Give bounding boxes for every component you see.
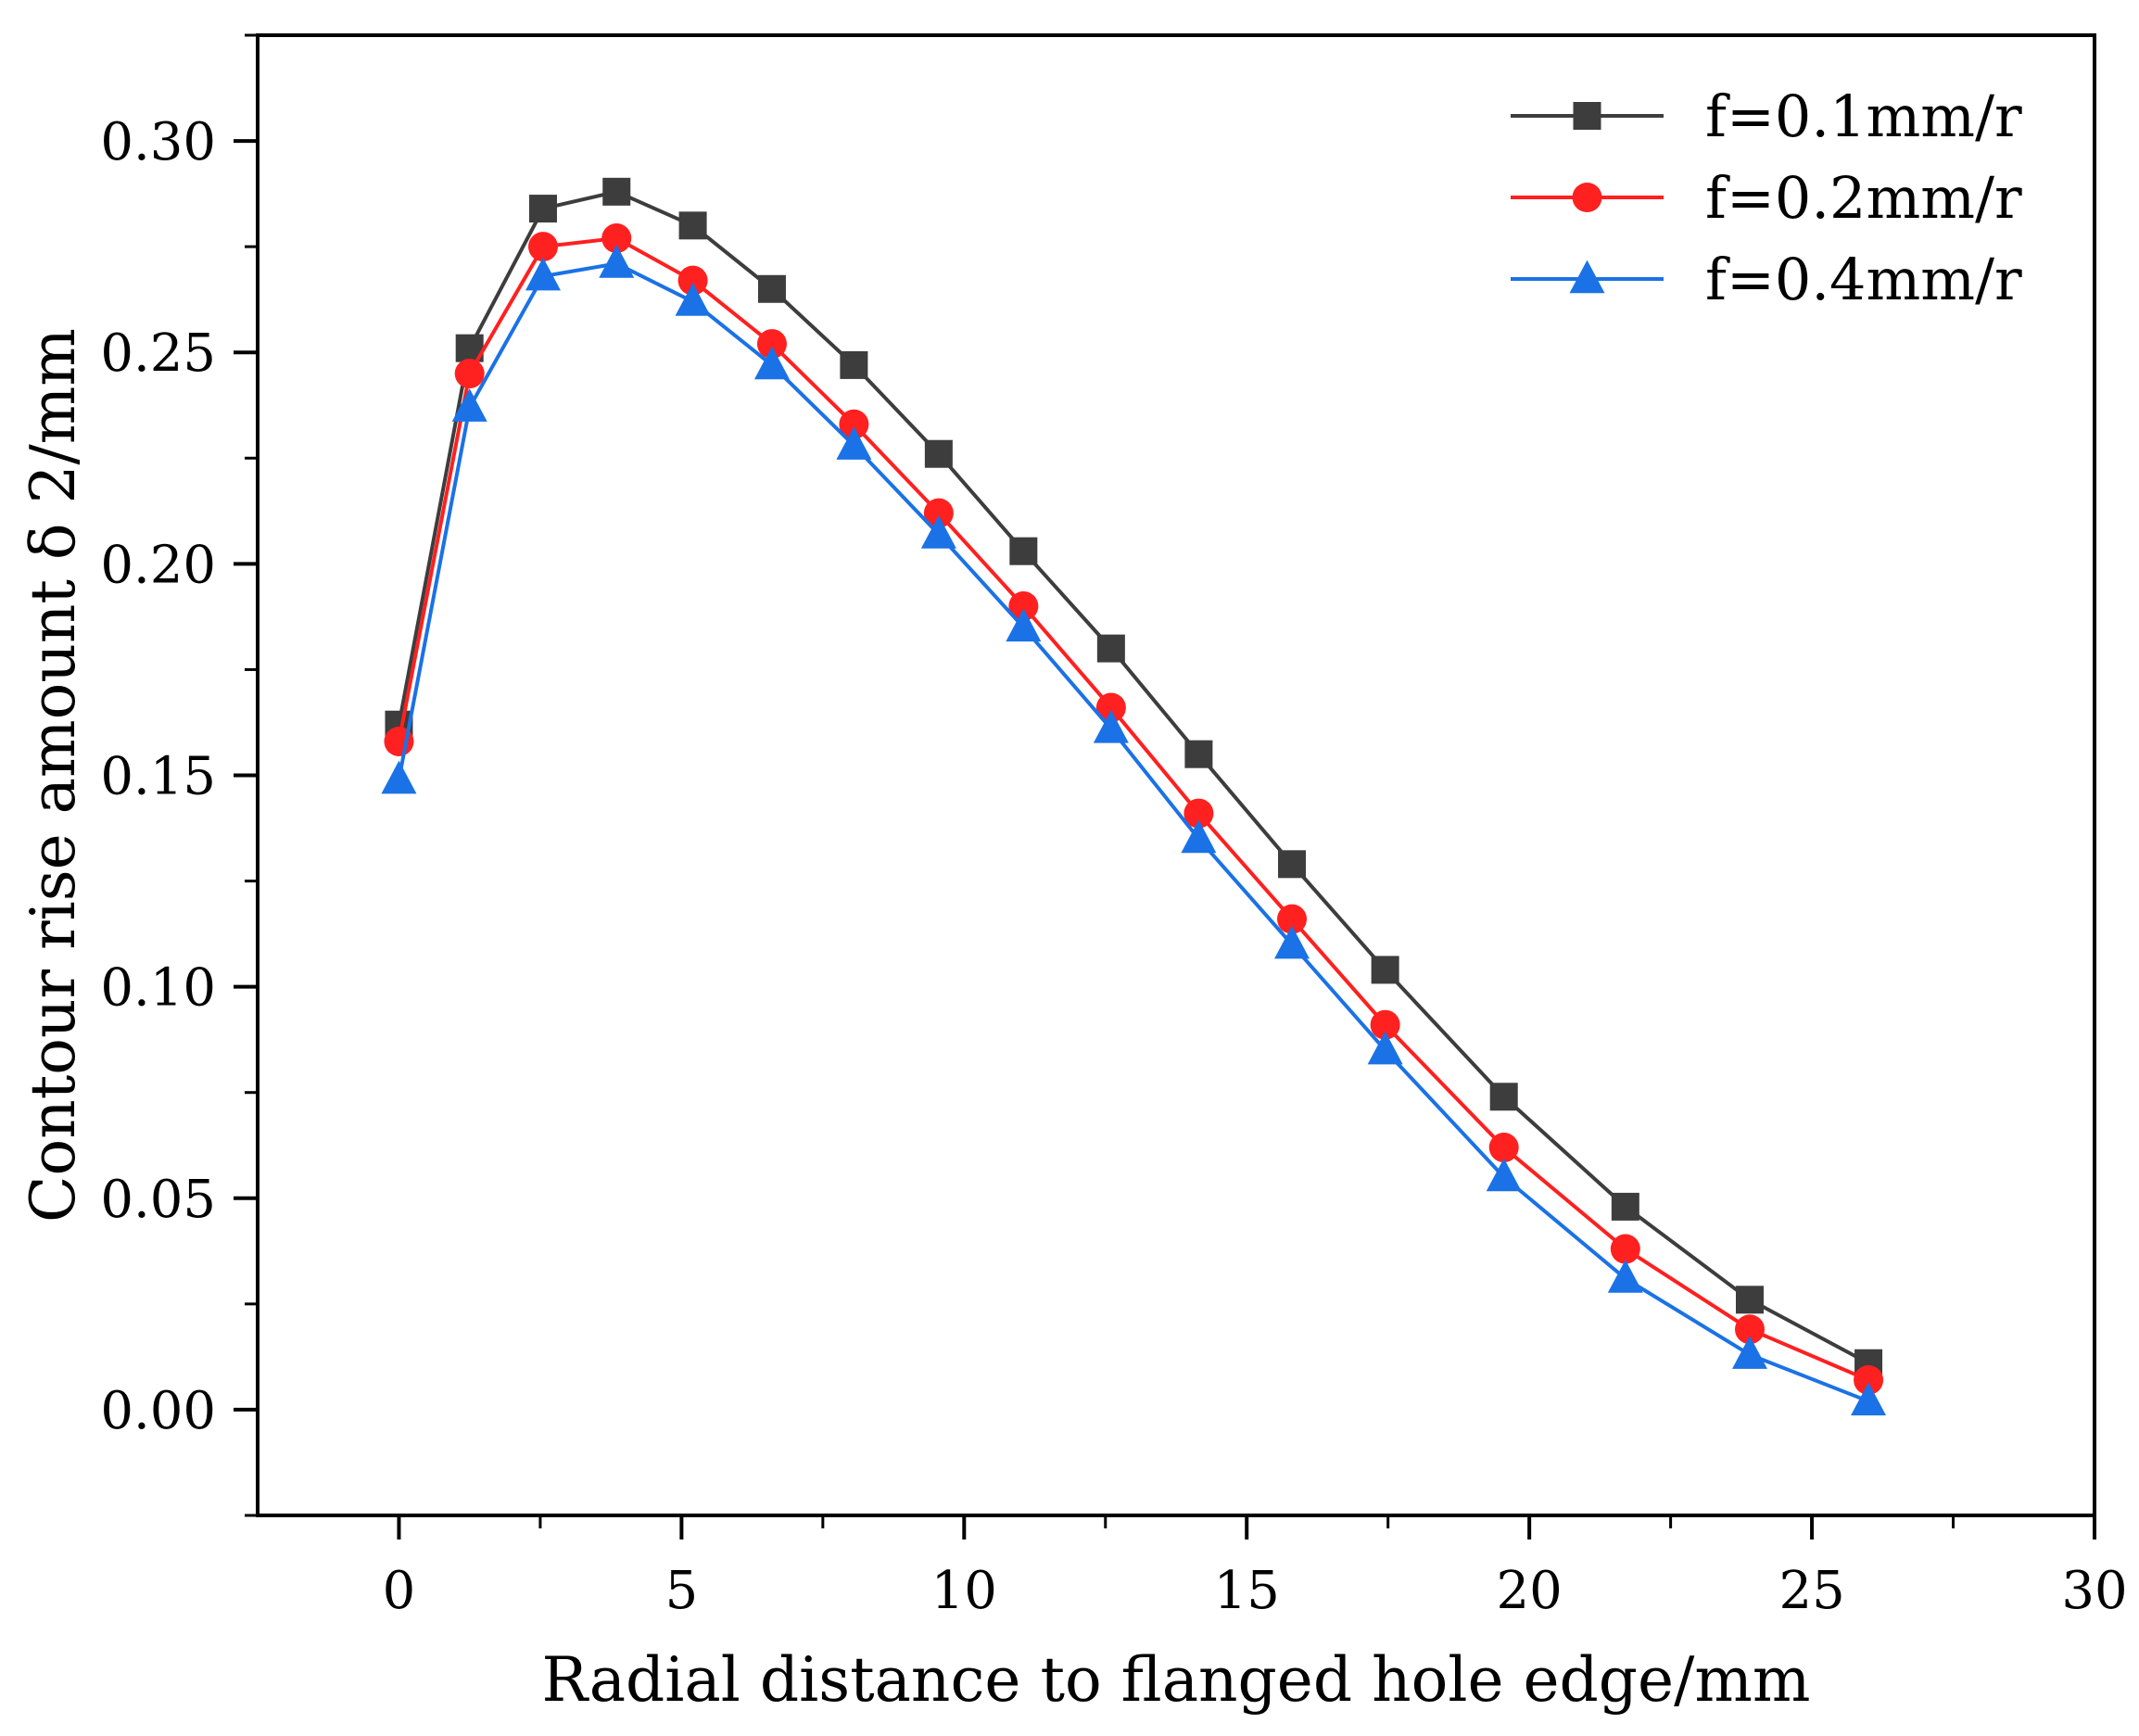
data-point xyxy=(1006,608,1042,642)
x-tick-label: 15 xyxy=(1214,1561,1280,1621)
data-point xyxy=(1184,740,1213,768)
legend-item: f=0.4mm/r xyxy=(1511,246,2022,313)
data-point xyxy=(527,232,558,262)
y-tick-label: 0.15 xyxy=(100,747,216,807)
data-point xyxy=(381,760,417,794)
legend-label: f=0.4mm/r xyxy=(1705,246,2022,313)
data-point xyxy=(1486,1158,1522,1192)
y-tick-label: 0.05 xyxy=(100,1170,216,1230)
x-tick-label: 10 xyxy=(931,1561,997,1621)
data-point xyxy=(920,515,956,549)
data-point xyxy=(757,274,786,303)
x-tick-label: 5 xyxy=(665,1561,699,1621)
data-point xyxy=(1851,1382,1887,1416)
data-point xyxy=(1009,537,1038,565)
data-point xyxy=(454,359,485,389)
data-point xyxy=(1274,925,1310,959)
data-point xyxy=(1489,1083,1518,1111)
data-point xyxy=(451,388,487,422)
data-point xyxy=(1607,1260,1643,1293)
series-1 xyxy=(385,177,1883,1377)
x-axis-title: Radial distance to flanged hole edge/mm xyxy=(541,1644,1810,1716)
series-group xyxy=(381,177,1887,1416)
series-3 xyxy=(381,244,1887,1416)
legend-label: f=0.2mm/r xyxy=(1705,164,2022,232)
x-tick-label: 30 xyxy=(2061,1561,2127,1621)
x-tick-label: 20 xyxy=(1497,1561,1563,1621)
data-point xyxy=(1734,1314,1765,1345)
legend-label: f=0.1mm/r xyxy=(1705,82,2022,150)
data-point xyxy=(677,265,708,296)
data-point xyxy=(1278,850,1307,879)
data-point xyxy=(924,439,953,468)
data-point xyxy=(1183,798,1214,829)
data-point xyxy=(1095,692,1126,723)
data-point xyxy=(528,195,557,223)
data-point xyxy=(840,350,868,379)
y-tick-label: 0.30 xyxy=(100,112,216,172)
legend-item: f=0.1mm/r xyxy=(1511,82,2022,150)
data-point xyxy=(839,409,869,439)
data-point xyxy=(923,498,954,528)
x-axis-ticks: 0 5 10 15 20 25 30 xyxy=(383,1515,2128,1621)
data-point xyxy=(1096,634,1125,663)
data-point xyxy=(1488,1133,1519,1163)
legend-marker xyxy=(1573,102,1601,130)
data-point xyxy=(1008,590,1039,621)
legend-marker xyxy=(1572,183,1602,212)
data-point xyxy=(1735,1286,1764,1314)
data-point xyxy=(1370,1009,1400,1040)
data-point xyxy=(756,329,787,360)
series-2 xyxy=(384,223,1884,1395)
y-tick-label: 0.10 xyxy=(100,958,216,1019)
data-point xyxy=(753,346,790,380)
data-point xyxy=(1367,1031,1403,1065)
y-axis-ticks: 0.00 0.05 0.10 0.15 0.20 0.25 0.30 xyxy=(100,33,258,1517)
legend-marker xyxy=(1569,260,1605,294)
data-point xyxy=(836,426,872,460)
data-point xyxy=(1731,1336,1767,1369)
data-point xyxy=(1854,1364,1884,1395)
y-axis-title: Contour rise amount δ 2/mm xyxy=(18,328,89,1223)
data-point xyxy=(602,177,631,206)
legend: f=0.1mm/r f=0.2mm/r f=0.4mm/r xyxy=(1511,82,2022,313)
data-point xyxy=(1093,709,1129,743)
data-point xyxy=(1371,956,1399,984)
y-tick-label: 0.00 xyxy=(100,1381,216,1441)
data-point xyxy=(1181,819,1217,854)
y-tick-label: 0.25 xyxy=(100,323,216,384)
x-tick-label: 0 xyxy=(383,1561,416,1621)
data-point xyxy=(601,223,632,254)
legend-item: f=0.2mm/r xyxy=(1511,164,2022,232)
data-point xyxy=(678,211,707,240)
data-point xyxy=(1277,904,1308,934)
data-point xyxy=(1611,1192,1639,1221)
data-point xyxy=(675,283,711,316)
y-tick-label: 0.20 xyxy=(100,535,216,595)
data-point xyxy=(1610,1234,1640,1264)
x-tick-label: 25 xyxy=(1778,1561,1844,1621)
data-point xyxy=(525,257,561,291)
data-point xyxy=(599,244,635,278)
